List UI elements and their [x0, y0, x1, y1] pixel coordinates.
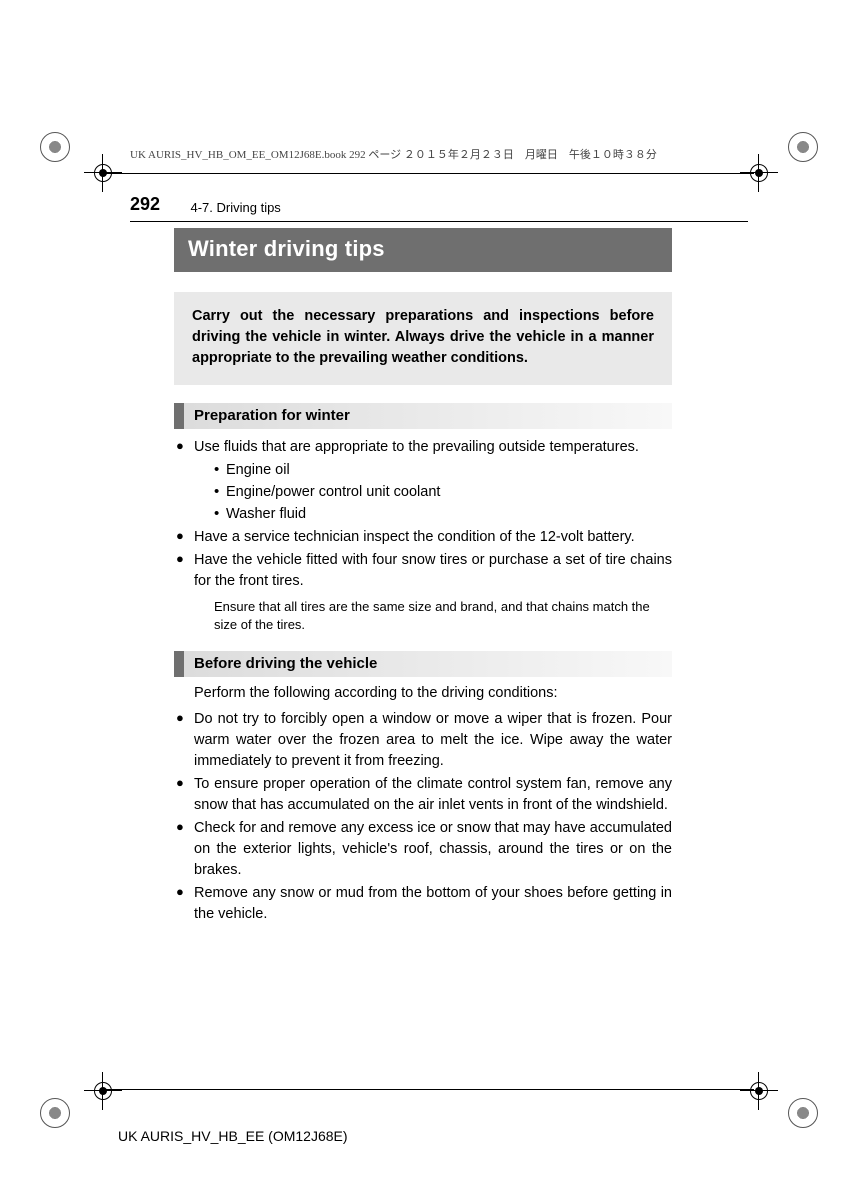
list-note: Ensure that all tires are the same size …: [174, 598, 672, 633]
list-item: Check for and remove any excess ice or s…: [174, 818, 672, 881]
sub-list-item: Engine oil: [212, 460, 672, 481]
page-number: 292: [130, 194, 160, 215]
crop-rule-bottom: [106, 1089, 754, 1090]
list-item: Remove any snow or mud from the bottom o…: [174, 883, 672, 925]
section-intro-line: Perform the following according to the d…: [174, 685, 672, 701]
section-heading-preparation: Preparation for winter: [174, 403, 672, 429]
preparation-list: Use fluids that are appropriate to the p…: [174, 437, 672, 633]
intro-box: Carry out the necessary preparations and…: [174, 292, 672, 385]
list-item: Have a service technician inspect the co…: [174, 527, 672, 548]
crop-mark-bottom-left: [40, 1068, 100, 1128]
list-item: To ensure proper operation of the climat…: [174, 774, 672, 816]
section-reference: 4-7. Driving tips: [191, 200, 281, 215]
sub-list-item: Engine/power control unit coolant: [212, 482, 672, 503]
print-meta-line: UK AURIS_HV_HB_OM_EE_OM12J68E.book 292 ペ…: [130, 146, 657, 162]
crop-rule-top: [106, 173, 754, 174]
crop-mark-top-right: [758, 132, 818, 192]
list-item: Have the vehicle fitted with four snow t…: [174, 550, 672, 592]
footer-document-code: UK AURIS_HV_HB_EE (OM12J68E): [118, 1128, 348, 1144]
crop-mark-bottom-right: [758, 1068, 818, 1128]
before-driving-list: Do not try to forcibly open a window or …: [174, 709, 672, 925]
page-content: Winter driving tips Carry out the necess…: [174, 228, 672, 927]
sub-list-item: Washer fluid: [212, 504, 672, 525]
list-item: Do not try to forcibly open a window or …: [174, 709, 672, 772]
section-heading-before-driving: Before driving the vehicle: [174, 651, 672, 677]
list-item: Use fluids that are appropriate to the p…: [174, 437, 672, 525]
list-item-text: Use fluids that are appropriate to the p…: [194, 439, 639, 455]
page-header: 292 4-7. Driving tips: [130, 194, 748, 222]
page-title: Winter driving tips: [174, 228, 672, 272]
crop-mark-top-left: [40, 132, 100, 192]
